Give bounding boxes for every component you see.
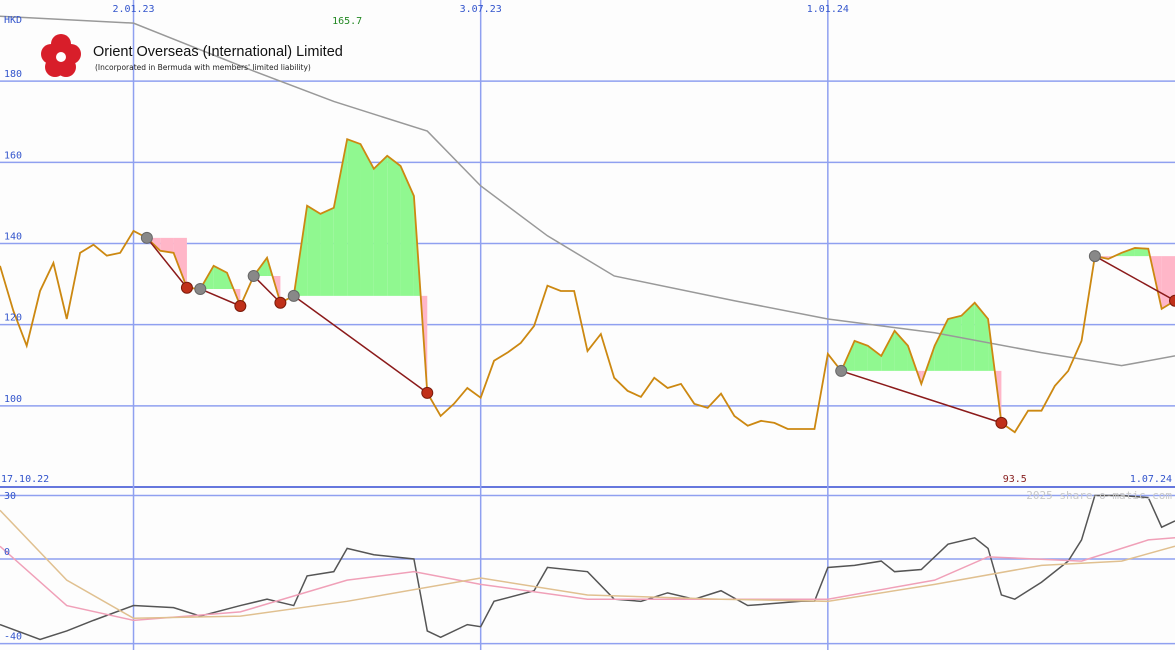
signal-fill [1134,247,1149,257]
signal-fill [347,139,361,296]
signal-end [421,386,434,399]
signal-start [140,231,153,244]
series-line [0,15,1175,367]
series-line [0,494,1175,641]
signal-end [1169,294,1175,307]
signal-fill [387,155,401,296]
currency: HKD [4,15,22,26]
signal-start [1088,250,1101,263]
signal-fill [373,155,388,296]
signal-end [995,416,1008,429]
signals [140,231,1175,429]
x-tick-label: 2.01.23 [112,4,154,15]
signal-end [234,299,247,312]
signal-line [840,370,1002,424]
y-tick-label: 100 [4,394,22,405]
signal-fill [934,318,949,371]
y-tick-label: -40 [4,632,22,643]
signal-fill [360,144,374,296]
x-tick-label: 1.01.24 [807,4,849,15]
y-tick-label: 0 [4,547,10,558]
signal-fill [333,139,348,296]
signal-line [253,275,281,304]
signal-fill [961,302,975,371]
y-tick-label: 160 [4,150,22,161]
signal-fill [948,315,962,371]
signal-line [293,295,428,394]
logo [41,34,81,77]
series-line [0,509,1175,620]
start-date: 17.10.22 [1,474,49,485]
signal-fill [881,330,895,371]
signal-start [835,364,848,377]
signal-line [146,237,188,289]
signal-fill [307,205,321,296]
title: Orient Overseas (International) Limited [93,44,343,60]
signal-end [274,296,287,309]
y-tick-label: 30 [4,491,16,502]
signal-fill [320,207,334,296]
logo-center [56,52,66,62]
signal-start [194,282,207,295]
signal-start [287,289,300,302]
logo-petal [41,44,61,64]
y-tick-label: 180 [4,69,22,80]
signal-line [1094,255,1175,302]
watermark: 2025 share-o-matic.com [1026,489,1172,502]
y-tick-label: 120 [4,313,22,324]
low-label: 93.5 [1003,474,1027,485]
signal-fill [974,302,989,371]
signal-start [247,269,260,282]
signal-fill [854,340,868,371]
signal-fill [867,345,882,371]
y-tick-label: 140 [4,232,22,243]
signal-end [180,281,193,294]
signal-fill [173,237,187,288]
signal-fill [400,165,414,296]
subtitle: (Incorporated in Bermuda with members' l… [95,63,311,72]
high-label: 165.7 [332,16,362,27]
signal-fill [160,237,174,253]
signal-fill [894,330,908,371]
x-tick-label: 3.07.23 [460,4,502,15]
end-date: 1.07.24 [1130,474,1172,485]
signal-line [199,288,241,307]
